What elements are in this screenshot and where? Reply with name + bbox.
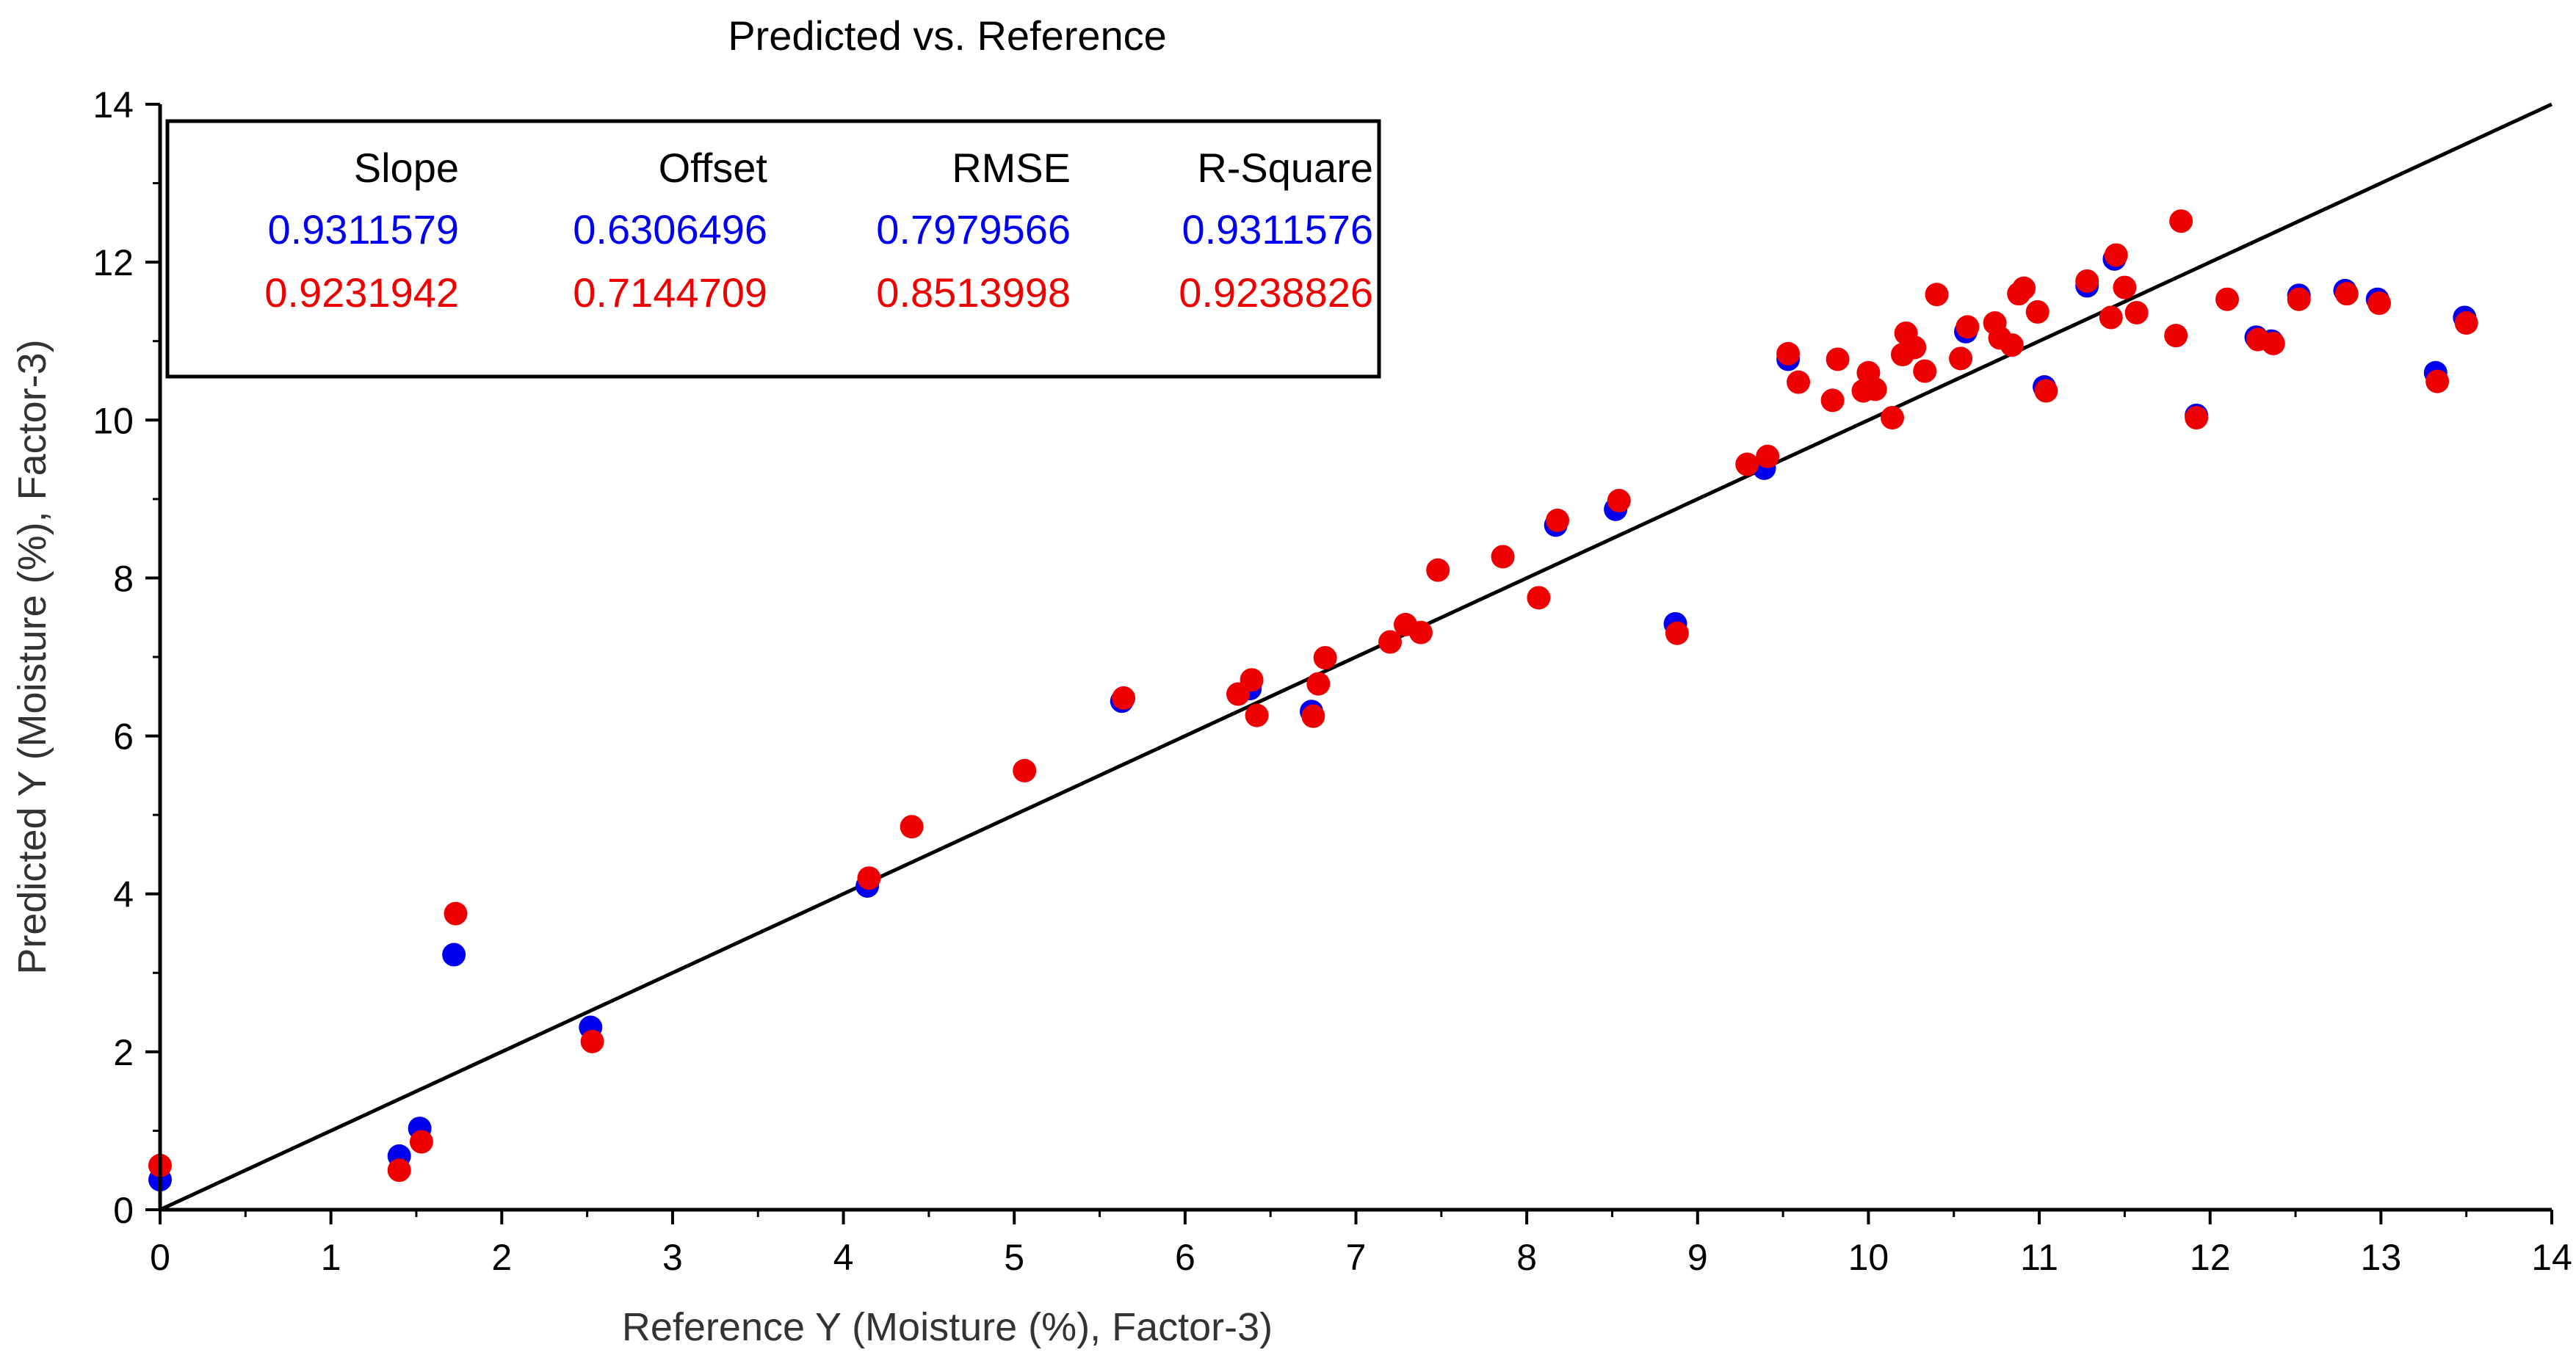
validation-point bbox=[1949, 346, 1973, 371]
validation-point bbox=[857, 866, 881, 890]
x-tick-label: 2 bbox=[491, 1237, 512, 1278]
validation-point bbox=[1245, 703, 1269, 727]
x-axis-label: Reference Y (Moisture (%), Factor-3) bbox=[622, 1305, 1273, 1349]
x-tick-label: 11 bbox=[2020, 1237, 2058, 1278]
validation-point bbox=[409, 1130, 433, 1154]
validation-point bbox=[444, 901, 468, 926]
validation-point bbox=[2287, 287, 2311, 311]
validation-point bbox=[1880, 406, 1904, 430]
x-tick-label: 14 bbox=[2531, 1237, 2572, 1278]
x-tick-label: 8 bbox=[1516, 1237, 1537, 1278]
y-tick-label: 4 bbox=[113, 874, 134, 915]
validation-point bbox=[1527, 586, 1551, 610]
validation-point bbox=[2000, 333, 2024, 357]
chart-title: Predicted vs. Reference bbox=[728, 12, 1167, 59]
x-tick-label: 1 bbox=[321, 1237, 341, 1278]
stats-header: Offset bbox=[659, 145, 768, 191]
validation-point bbox=[1240, 668, 1264, 692]
validation-point bbox=[1306, 672, 1331, 696]
stats-value: 0.9311579 bbox=[267, 206, 459, 253]
validation-point bbox=[1665, 621, 1689, 645]
validation-point bbox=[2104, 243, 2128, 267]
validation-point bbox=[1013, 758, 1037, 783]
x-tick-label: 7 bbox=[1346, 1237, 1367, 1278]
x-tick-label: 9 bbox=[1687, 1237, 1708, 1278]
validation-point bbox=[1546, 508, 1570, 532]
x-tick-label: 13 bbox=[2361, 1237, 2402, 1278]
validation-point bbox=[1903, 335, 1927, 360]
y-tick-label: 6 bbox=[113, 716, 134, 758]
stats-box: Slope Offset RMSE R-Square 0.9311579 0.630649… bbox=[165, 119, 1381, 379]
target-line bbox=[159, 102, 2553, 1212]
data-points bbox=[148, 209, 2478, 1192]
validation-point bbox=[1955, 315, 1980, 339]
stats-value: 0.8513998 bbox=[876, 269, 1071, 316]
y-tick-label: 8 bbox=[113, 558, 134, 599]
x-tick-label: 4 bbox=[833, 1237, 854, 1278]
validation-point bbox=[2334, 282, 2359, 306]
validation-point bbox=[2185, 406, 2209, 430]
validation-point bbox=[1925, 283, 1949, 307]
validation-point bbox=[2034, 379, 2058, 403]
validation-point bbox=[1491, 545, 1515, 569]
validation-point bbox=[1756, 444, 1780, 468]
x-tick-label: 10 bbox=[1848, 1237, 1889, 1278]
validation-point bbox=[2025, 299, 2049, 324]
validation-point bbox=[1913, 359, 1937, 383]
validation-point bbox=[2454, 311, 2478, 335]
y-tick-label: 12 bbox=[93, 242, 134, 283]
y-tick-label: 0 bbox=[113, 1190, 134, 1231]
x-tick-label: 12 bbox=[2190, 1237, 2231, 1278]
validation-point bbox=[2164, 324, 2188, 348]
validation-point bbox=[2169, 209, 2193, 233]
stats-header: R-Square bbox=[1197, 145, 1373, 191]
validation-point bbox=[1863, 377, 1887, 402]
y-tick-label: 2 bbox=[113, 1032, 134, 1073]
validation-point bbox=[1112, 686, 1136, 710]
x-tick-label: 6 bbox=[1175, 1237, 1195, 1278]
y-axis-label: Predicted Y (Moisture (%), Factor-3) bbox=[10, 339, 54, 974]
validation-point bbox=[1735, 452, 1759, 476]
stats-value: 0.7144709 bbox=[573, 269, 767, 316]
validation-point bbox=[387, 1158, 411, 1183]
validation-point bbox=[1820, 388, 1845, 413]
target-line-layer bbox=[159, 102, 2553, 1212]
stats-value: 0.9238826 bbox=[1179, 269, 1373, 316]
validation-point bbox=[1426, 558, 1450, 582]
x-tick-label: 3 bbox=[662, 1237, 683, 1278]
validation-point bbox=[580, 1029, 604, 1053]
validation-point bbox=[2425, 369, 2450, 393]
validation-point bbox=[2012, 276, 2036, 300]
validation-point bbox=[1826, 347, 1850, 371]
stats-value: 0.9311576 bbox=[1182, 206, 1373, 253]
validation-point bbox=[900, 815, 924, 839]
y-tick-label: 14 bbox=[93, 84, 134, 126]
validation-point bbox=[1408, 620, 1433, 644]
validation-point bbox=[2075, 269, 2099, 293]
stats-value: 0.9231942 bbox=[264, 269, 459, 316]
validation-point bbox=[1607, 489, 1631, 513]
validation-point bbox=[1776, 341, 1801, 366]
calibration-point bbox=[442, 943, 466, 967]
stats-box-border bbox=[165, 119, 1381, 379]
stats-value: 0.6306496 bbox=[573, 206, 767, 253]
validation-point bbox=[2113, 275, 2137, 299]
validation-point bbox=[1301, 704, 1325, 728]
validation-point bbox=[2099, 305, 2123, 330]
validation-point bbox=[1378, 630, 1403, 654]
validation-point bbox=[2215, 287, 2239, 311]
y-tick-label: 10 bbox=[93, 400, 134, 441]
validation-point bbox=[2367, 291, 2392, 316]
validation-point bbox=[1313, 646, 1337, 670]
x-tick-label: 0 bbox=[150, 1237, 170, 1278]
validation-point bbox=[2261, 331, 2285, 355]
stats-header: RMSE bbox=[952, 145, 1071, 191]
stats-value: 0.7979566 bbox=[876, 206, 1071, 253]
stats-header: Slope bbox=[354, 145, 459, 191]
validation-point bbox=[2124, 300, 2149, 324]
x-tick-label: 5 bbox=[1004, 1237, 1024, 1278]
validation-point bbox=[1787, 370, 1811, 394]
